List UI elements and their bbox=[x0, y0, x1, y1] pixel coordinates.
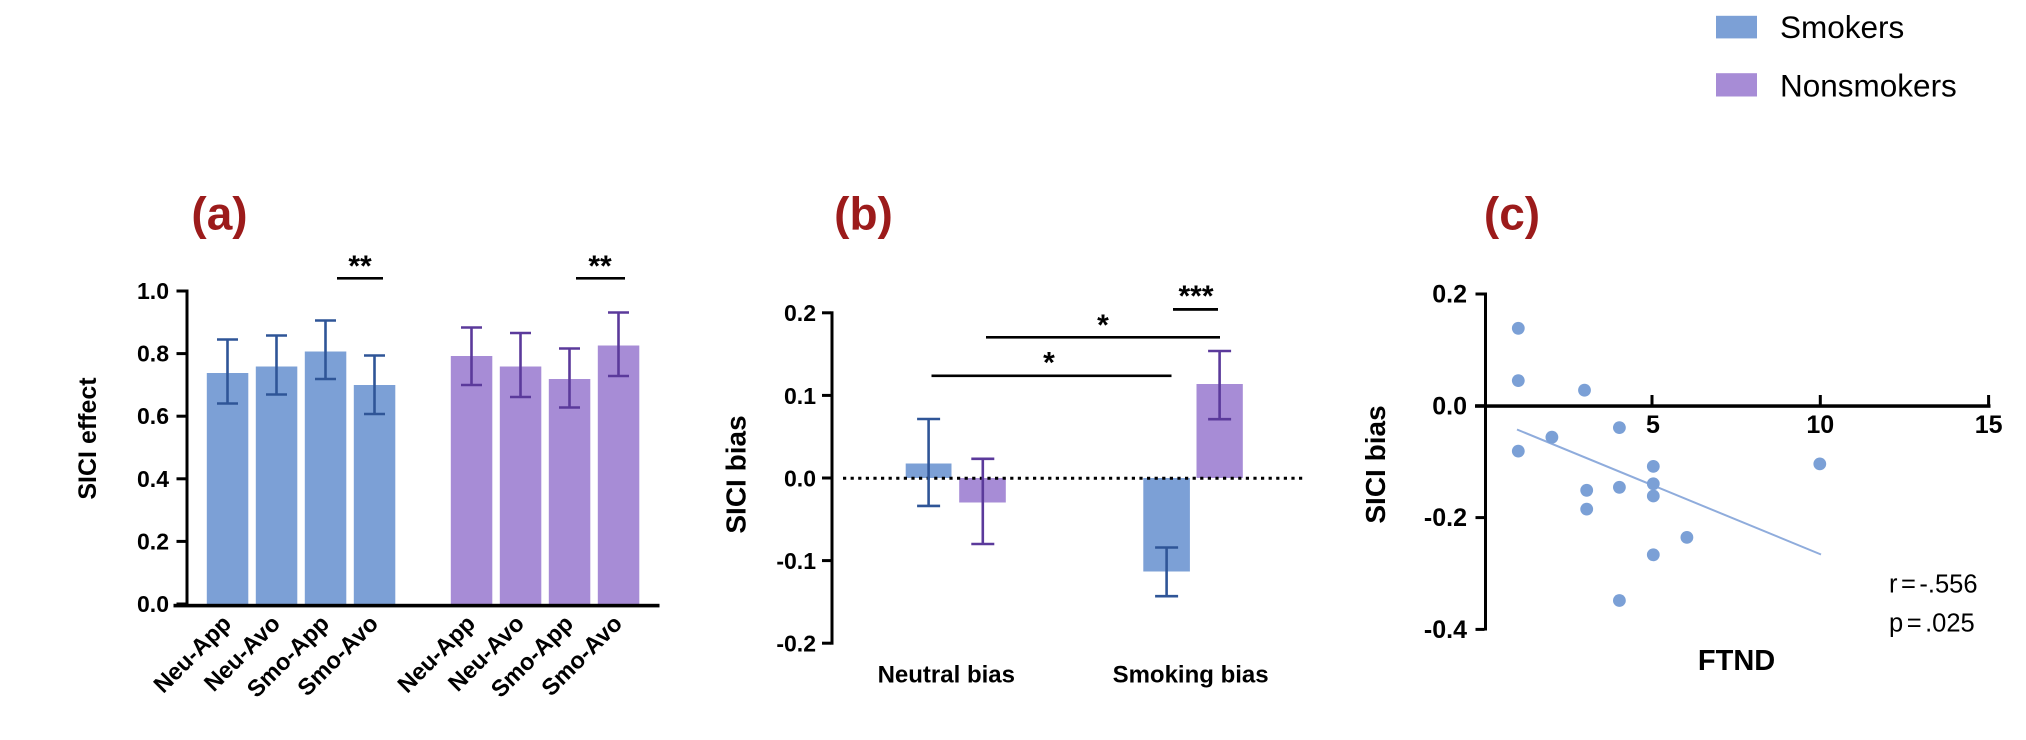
svg-text:Neutral bias: Neutral bias bbox=[878, 662, 1015, 689]
svg-text:0.2: 0.2 bbox=[137, 528, 169, 554]
svg-text:0.1: 0.1 bbox=[784, 383, 816, 409]
svg-text:**: ** bbox=[588, 250, 612, 283]
svg-text:0.8: 0.8 bbox=[137, 341, 169, 367]
svg-text:15: 15 bbox=[1975, 411, 2003, 439]
svg-text:SICI bias: SICI bias bbox=[1360, 405, 1391, 523]
svg-text:p=.025: p = .025 bbox=[1889, 610, 1975, 638]
svg-text:Smoking bias: Smoking bias bbox=[1113, 662, 1269, 689]
svg-text:0.6: 0.6 bbox=[137, 403, 169, 429]
svg-text:FTND: FTND bbox=[1698, 645, 1775, 677]
svg-text:5: 5 bbox=[1646, 411, 1660, 439]
svg-text:*: * bbox=[1097, 309, 1109, 342]
svg-text:(a): (a) bbox=[191, 188, 247, 240]
svg-text:0.0: 0.0 bbox=[784, 465, 816, 491]
svg-text:-0.2: -0.2 bbox=[1424, 504, 1467, 532]
svg-text:0.0: 0.0 bbox=[1432, 392, 1467, 420]
svg-text:SICI effect: SICI effect bbox=[74, 377, 102, 500]
svg-text:0.4: 0.4 bbox=[137, 466, 169, 492]
svg-text:10: 10 bbox=[1806, 411, 1834, 439]
svg-text:0.2: 0.2 bbox=[784, 300, 816, 326]
svg-text:Smokers: Smokers bbox=[1780, 9, 1904, 45]
svg-text:SICI bias: SICI bias bbox=[721, 415, 752, 533]
svg-text:1.0: 1.0 bbox=[137, 278, 169, 304]
svg-text:**: ** bbox=[348, 250, 372, 283]
svg-text:(b): (b) bbox=[834, 188, 893, 240]
svg-text:*: * bbox=[1043, 347, 1055, 380]
svg-text:(c): (c) bbox=[1484, 188, 1540, 240]
svg-text:r=-.556: r = -.556 bbox=[1889, 571, 1978, 599]
svg-text:-0.1: -0.1 bbox=[776, 548, 816, 574]
svg-text:Nonsmokers: Nonsmokers bbox=[1780, 67, 1957, 103]
svg-text:0.0: 0.0 bbox=[137, 591, 169, 617]
svg-text:-0.4: -0.4 bbox=[1424, 616, 1467, 644]
svg-text:***: *** bbox=[1178, 280, 1213, 313]
svg-text:0.2: 0.2 bbox=[1432, 281, 1467, 309]
svg-text:-0.2: -0.2 bbox=[776, 631, 816, 657]
